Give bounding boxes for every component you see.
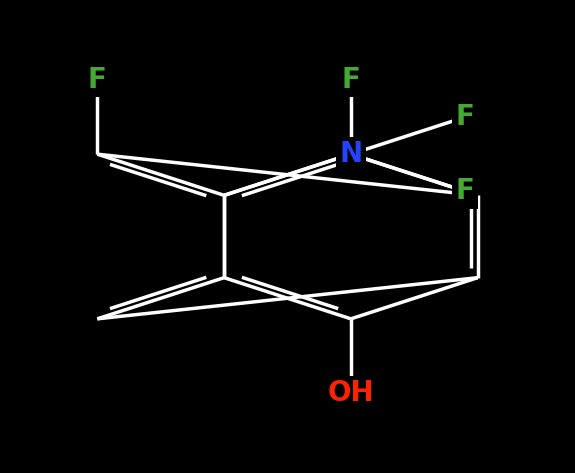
Text: N: N: [339, 140, 362, 168]
Text: F: F: [455, 177, 474, 205]
Text: F: F: [342, 66, 361, 94]
Text: F: F: [455, 103, 474, 131]
Text: OH: OH: [328, 379, 374, 407]
Text: F: F: [88, 66, 107, 94]
